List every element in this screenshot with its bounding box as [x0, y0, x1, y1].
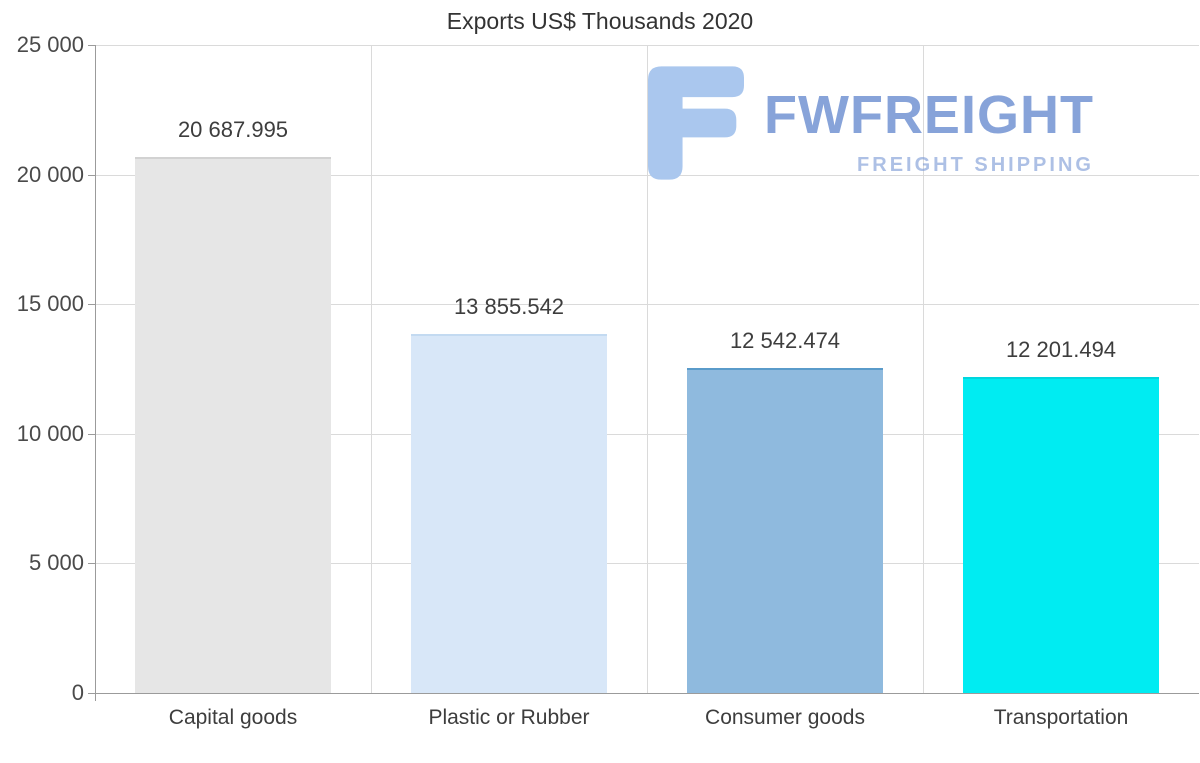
- x-axis-baseline: [95, 693, 1199, 694]
- y-axis-tick-label: 20 000: [16, 161, 84, 187]
- gridline-vertical: [923, 45, 924, 693]
- y-axis-tick: [88, 433, 95, 435]
- y-axis-tick: [88, 174, 95, 176]
- brand-text-block: FWFREIGHT FREIGHT SHIPPING: [764, 66, 1094, 177]
- y-axis-tick: [88, 693, 95, 694]
- bar-value-label: 13 855.542: [453, 293, 565, 319]
- y-axis-tick: [88, 304, 95, 306]
- bar-value-label: 12 201.494: [1005, 336, 1117, 362]
- y-axis-tick-label: 25 000: [16, 32, 84, 57]
- y-axis-tick-label: 10 000: [16, 420, 84, 446]
- y-axis-tick-label: 0: [71, 680, 84, 705]
- y-axis-line: [95, 45, 96, 701]
- chart-title: Exports US$ Thousands 2020: [446, 8, 754, 34]
- bar-value-label: 20 687.995: [177, 116, 289, 142]
- category-label: Capital goods: [168, 706, 298, 729]
- bar: [963, 376, 1159, 693]
- y-axis-tick-label: 15 000: [16, 291, 84, 317]
- bar: [687, 367, 883, 693]
- brand-tagline: FREIGHT SHIPPING: [857, 154, 1094, 176]
- brand-watermark: FWFREIGHT FREIGHT SHIPPING: [648, 66, 1094, 180]
- category-label: Transportation: [993, 706, 1129, 729]
- gridline-vertical: [647, 45, 648, 693]
- bar: [411, 333, 607, 693]
- y-axis-tick: [88, 45, 95, 46]
- category-label: Plastic or Rubber: [428, 706, 590, 729]
- fwfreight-logo-icon: [648, 66, 744, 180]
- y-axis-tick-label: 5 000: [28, 550, 84, 576]
- bar-value-label: 12 542.474: [729, 327, 841, 353]
- gridline-vertical: [371, 45, 372, 693]
- brand-name: FWFREIGHT: [764, 85, 1094, 145]
- y-axis-tick: [88, 563, 95, 565]
- bar: [135, 156, 331, 693]
- category-label: Consumer goods: [705, 706, 865, 729]
